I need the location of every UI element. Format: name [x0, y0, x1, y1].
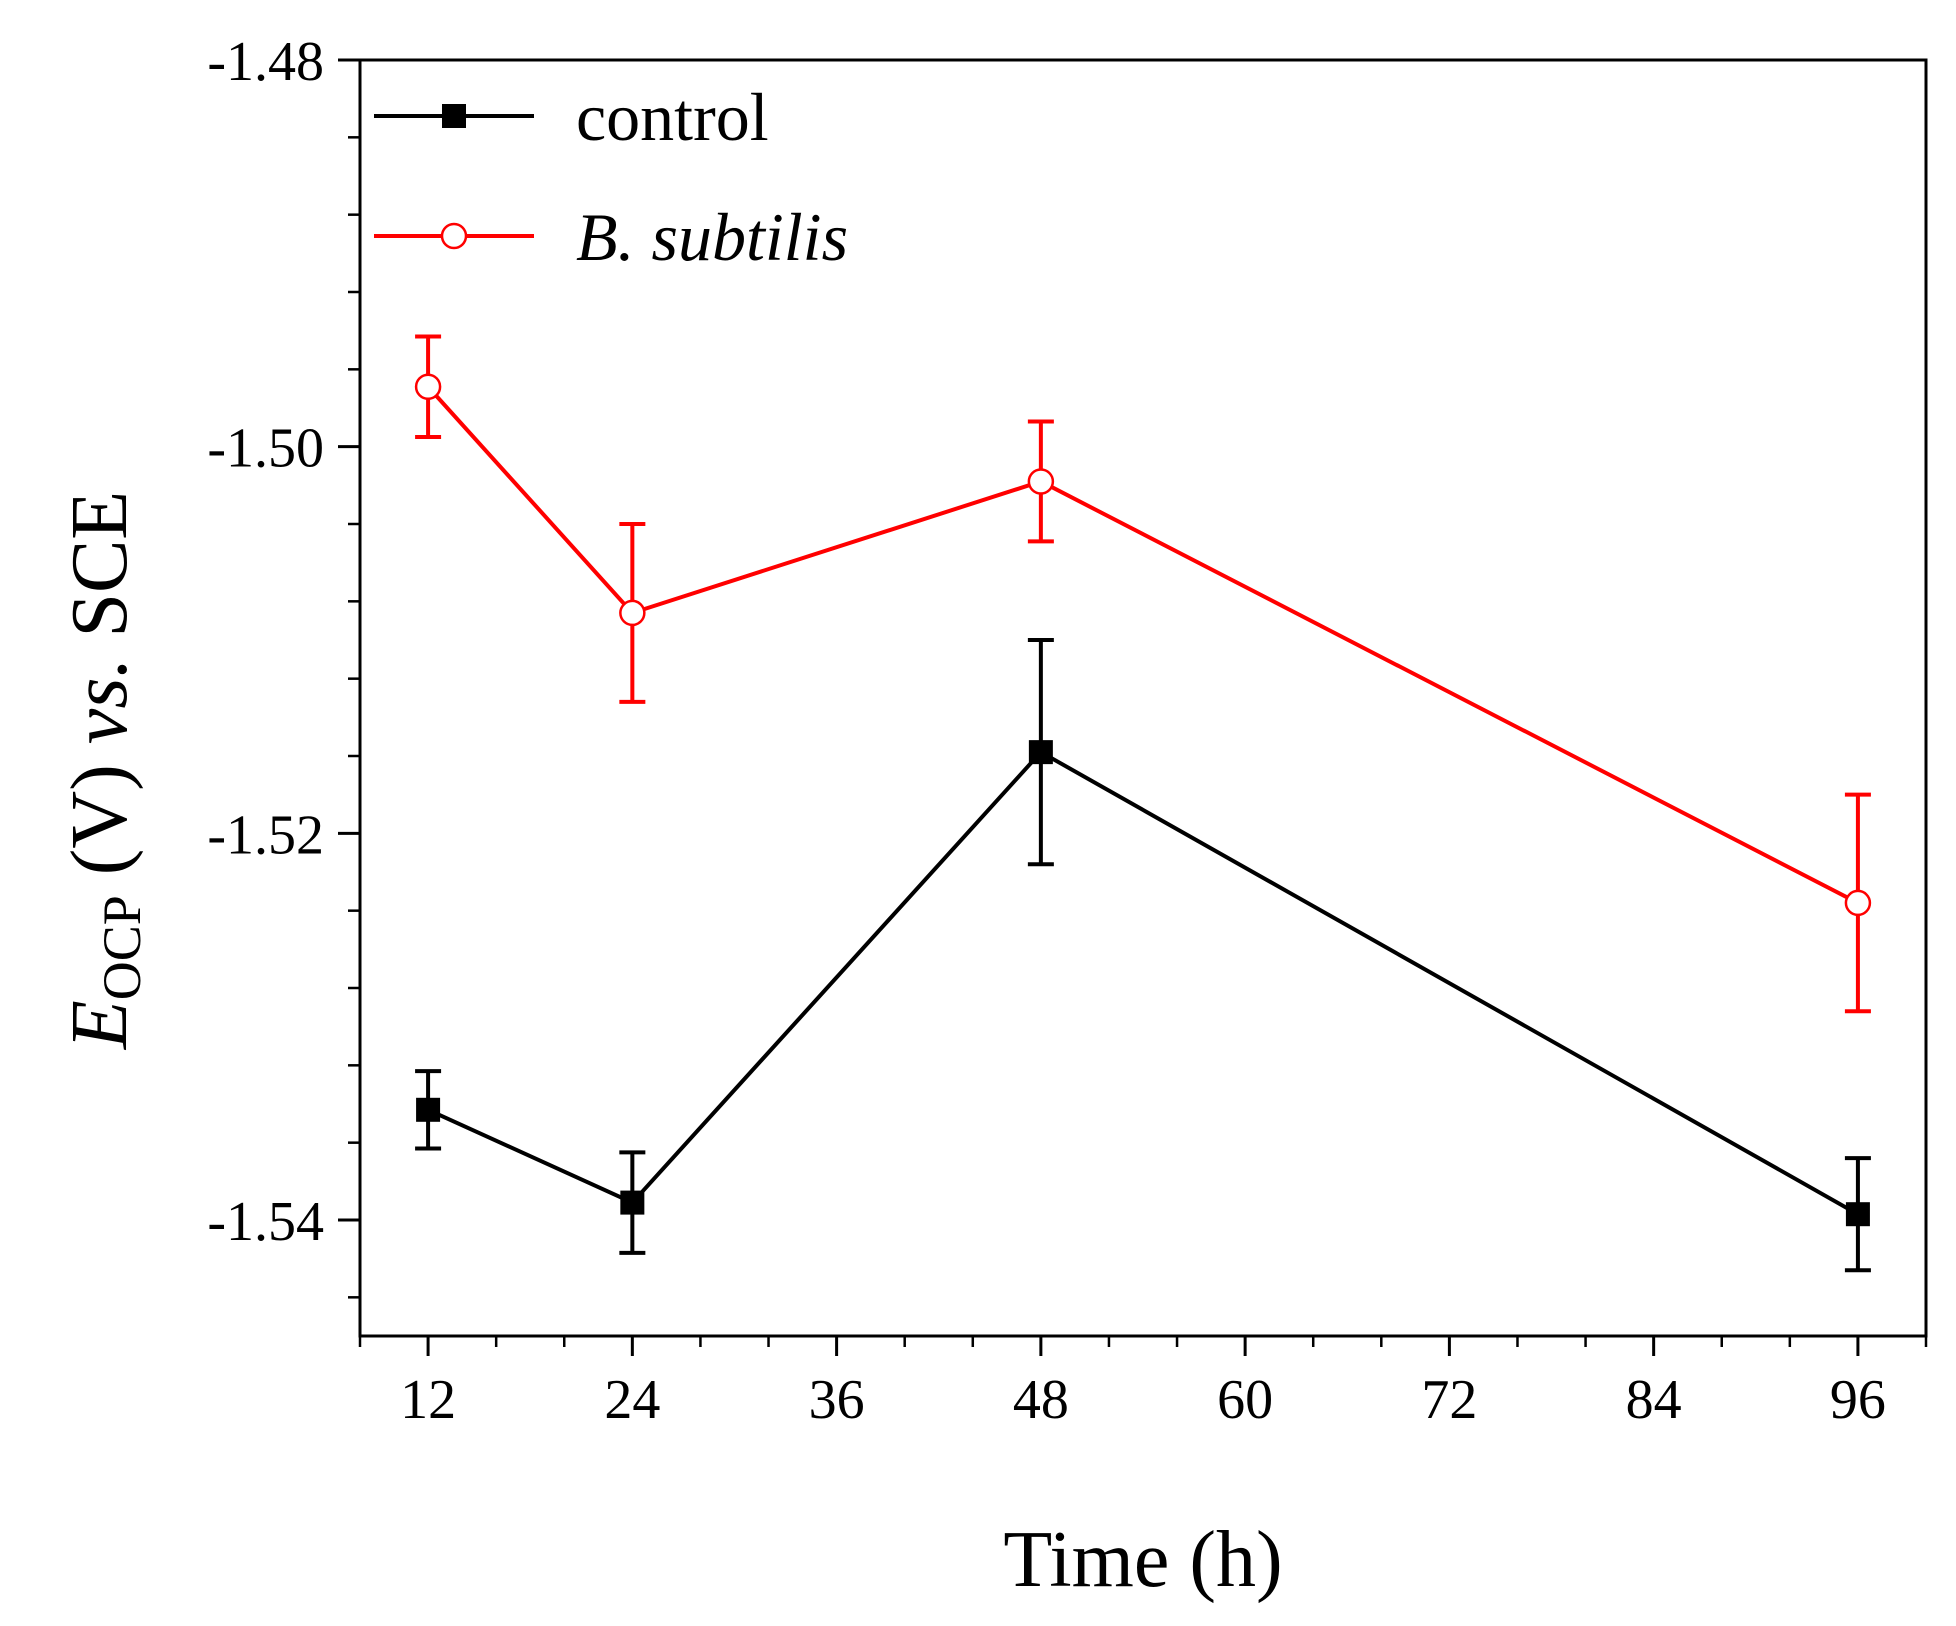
legend-label: B. subtilis — [576, 199, 848, 275]
series-line — [426, 385, 1859, 905]
series-0 — [415, 638, 1871, 1273]
y-axis-title-unit: (V) — [56, 744, 144, 895]
legend-label: control — [576, 79, 769, 155]
x-tick-label: 84 — [1626, 1369, 1682, 1431]
legend-item: B. subtilis — [374, 199, 848, 275]
legend-marker — [442, 104, 466, 128]
axis-ticks: 12 24 36 48 60 72 84 96 -1.48 -1.50 -1.52 -1.54 — [207, 31, 1928, 1431]
series-group — [414, 334, 1872, 1273]
x-tick-label: 12 — [400, 1369, 456, 1431]
data-point — [619, 599, 646, 627]
series-line — [427, 749, 1859, 1216]
y-tick-label: -1.48 — [207, 31, 324, 93]
x-tick-label: 72 — [1421, 1369, 1477, 1431]
data-point — [1028, 740, 1053, 765]
x-tick-label: 36 — [809, 1369, 865, 1431]
y-axis-title-ref: SCE — [56, 491, 144, 658]
series-1 — [414, 334, 1872, 1014]
data-point — [1027, 468, 1055, 495]
y-tick-label: -1.52 — [207, 804, 324, 866]
x-tick-label: 96 — [1830, 1369, 1886, 1431]
x-tick-label: 48 — [1013, 1369, 1069, 1431]
legend-marker — [440, 222, 468, 250]
y-axis-title-vs: vs. — [56, 658, 144, 745]
legend-item: control — [374, 79, 769, 155]
y-axis-title: EOCP (V) vs. SCE — [56, 491, 152, 1050]
data-point — [1845, 1202, 1870, 1227]
data-point — [620, 1190, 645, 1215]
y-tick-label: -1.54 — [207, 1191, 324, 1253]
y-axis-title-subscript: OCP — [92, 895, 152, 1000]
x-tick-label: 60 — [1217, 1369, 1273, 1431]
data-point — [1844, 889, 1872, 917]
y-axis-title-main: E — [56, 1000, 144, 1050]
x-axis-title: Time (h) — [1003, 1516, 1282, 1604]
data-point — [414, 373, 442, 400]
legend: control B. subtilis — [374, 79, 848, 275]
x-tick-label: 24 — [604, 1369, 660, 1431]
y-tick-label: -1.50 — [207, 418, 324, 480]
plot-border — [358, 58, 1928, 1338]
svg-text:EOCP (V) vs. SCE: EOCP (V) vs. SCE — [56, 491, 152, 1050]
data-point — [416, 1097, 441, 1122]
plot-frame — [358, 58, 1928, 1338]
